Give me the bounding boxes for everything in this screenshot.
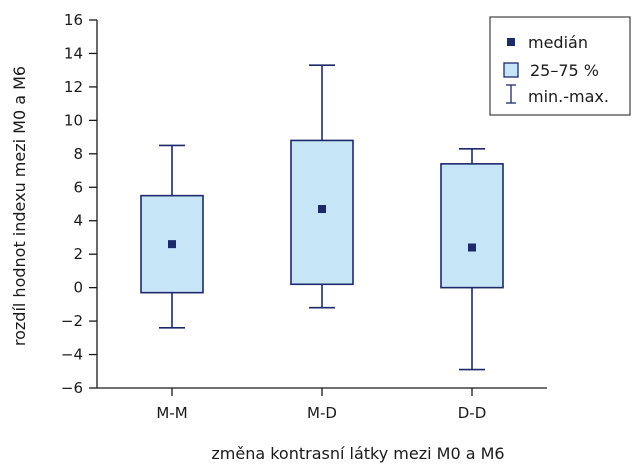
- legend-median-marker: [507, 38, 515, 46]
- legend: medián 25–75 % min.-max.: [489, 16, 631, 116]
- y-tick-label: 4: [73, 212, 83, 230]
- y-tick-label: 14: [64, 44, 83, 62]
- median-marker: [468, 243, 476, 252]
- box-d-d: [440, 148, 504, 371]
- y-tick-label: 16: [64, 11, 83, 29]
- median-marker: [318, 205, 326, 214]
- legend-range-icon: [506, 84, 516, 104]
- legend-box-swatch: [503, 62, 519, 78]
- y-tick-label: 8: [73, 145, 83, 163]
- legend-box-label: 25–75 %: [530, 61, 599, 80]
- y-tick-label: −4: [61, 346, 83, 364]
- iqr-box: [440, 163, 504, 289]
- y-axis: −6 −4 −2 0 2 4 6 8 10 12 14 16: [61, 11, 98, 397]
- x-tick-label: D-D: [458, 404, 487, 422]
- y-axis-title: rozdíl hodnot indexu mezi M0 a M6: [10, 66, 29, 346]
- iqr-box: [140, 194, 204, 294]
- y-tick-label: 2: [73, 245, 83, 263]
- y-tick-label: 10: [64, 111, 83, 129]
- box-series: [140, 64, 504, 371]
- legend-range-label: min.-max.: [528, 87, 609, 106]
- median-marker: [168, 240, 176, 249]
- y-tick-label: 0: [73, 279, 83, 297]
- x-tick-label: M-M: [156, 404, 187, 422]
- box-m-m: [140, 144, 204, 329]
- y-tick-label: −2: [61, 312, 83, 330]
- x-axis-title: změna kontrasní látky mezi M0 a M6: [211, 444, 504, 463]
- legend-median-label: medián: [528, 33, 588, 52]
- x-axis: M-M M-D D-D: [97, 387, 547, 422]
- y-tick-label: 12: [64, 78, 83, 96]
- x-tick-label: M-D: [307, 404, 337, 422]
- y-tick-label: −6: [61, 379, 83, 397]
- y-tick-label: 6: [73, 178, 83, 196]
- box-m-d: [290, 64, 354, 309]
